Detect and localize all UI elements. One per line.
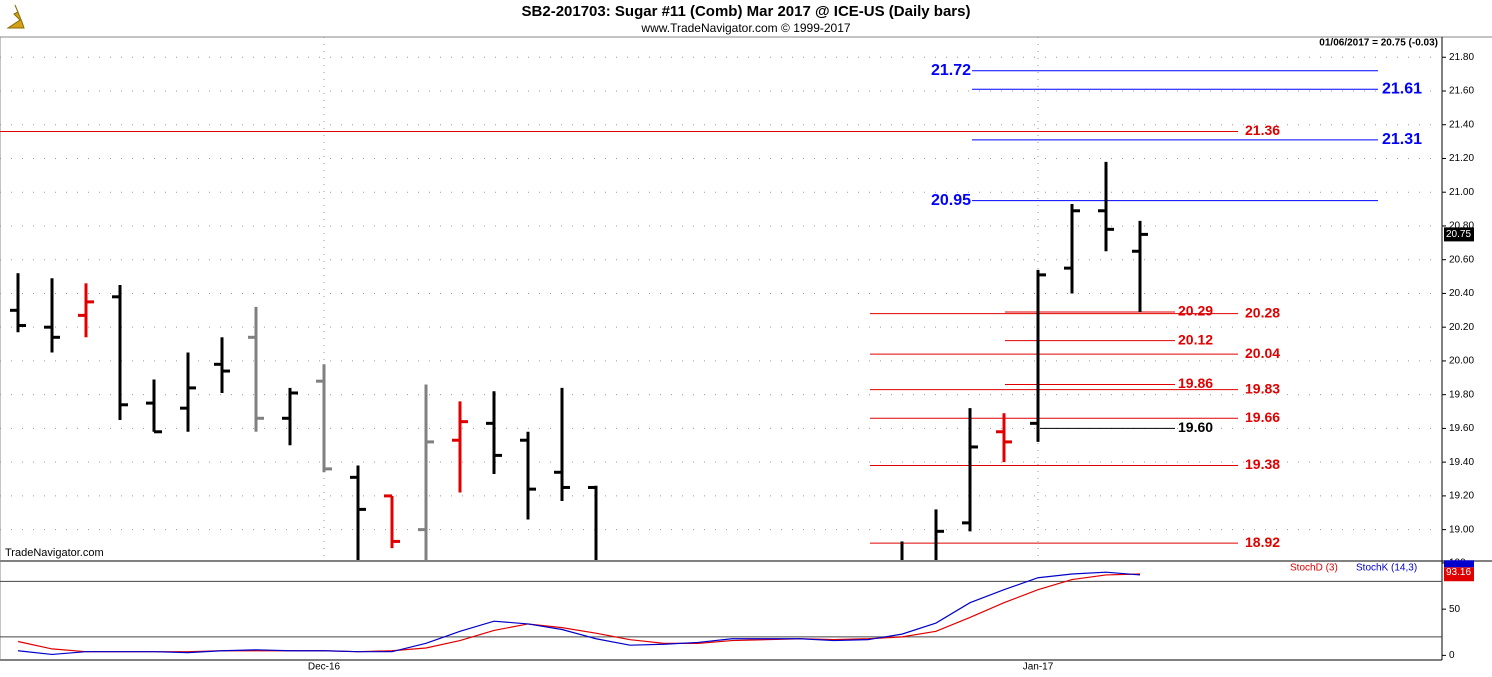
level-label: 18.92 <box>1245 534 1280 550</box>
stoch-line <box>17 571 1141 656</box>
level-label: 20.12 <box>1178 331 1213 347</box>
y-tick-label: 19.40 <box>1449 457 1474 468</box>
stoch-panel <box>0 571 1442 656</box>
price-panel <box>0 37 1442 560</box>
level-label: 19.66 <box>1245 409 1280 425</box>
level-label: 21.72 <box>931 62 971 79</box>
y-tick-label: 21.60 <box>1449 86 1474 97</box>
level-label: 20.95 <box>931 192 971 209</box>
level-label: 21.31 <box>1382 131 1422 148</box>
y-tick-label: 20.00 <box>1449 356 1474 367</box>
level-label: 19.38 <box>1245 456 1280 472</box>
y-tick-label: 50 <box>1449 604 1461 615</box>
x-tick-label: Dec-16 <box>308 662 341 673</box>
y-tick-label: 21.80 <box>1449 52 1474 63</box>
last-value-box-alt <box>1444 560 1474 568</box>
y-tick-label: 19.80 <box>1449 389 1474 400</box>
y-tick-label: 21.40 <box>1449 119 1474 130</box>
last-price-box <box>1444 227 1474 242</box>
level-label: 19.83 <box>1245 380 1280 396</box>
y-tick-label: 0 <box>1449 650 1455 661</box>
y-tick-label: 21.20 <box>1449 153 1474 164</box>
y-tick-label: 19.00 <box>1449 524 1474 535</box>
level-label: 21.61 <box>1382 81 1422 98</box>
last-price-label: 20.75 <box>1446 229 1471 240</box>
level-label: 21.36 <box>1245 122 1280 138</box>
level-label: 19.86 <box>1178 375 1213 391</box>
last-value-label: 93.16 <box>1446 567 1471 578</box>
y-tick-label: 19.60 <box>1449 423 1474 434</box>
x-tick-label: Jan-17 <box>1023 662 1054 673</box>
level-label: 20.04 <box>1245 345 1280 361</box>
chart-subtitle: www.TradeNavigator.com © 1999-2017 <box>640 21 850 35</box>
legend-entry: StochD (3) <box>1290 563 1338 574</box>
y-tick-label: 19.20 <box>1449 491 1474 502</box>
watermark: TradeNavigator.com <box>5 547 104 559</box>
logo <box>4 4 26 30</box>
level-label: 20.28 <box>1245 304 1280 320</box>
y-tick-label: 20.60 <box>1449 254 1474 265</box>
legend-entry: StochK (14,3) <box>1356 563 1417 574</box>
y-tick-label: 21.00 <box>1449 187 1474 198</box>
stoch-line <box>17 573 1141 653</box>
last-value-box <box>1444 567 1474 582</box>
y-tick-label: 20.80 <box>1449 221 1474 232</box>
level-label: 19.60 <box>1178 419 1213 435</box>
level-label: 20.29 <box>1178 303 1213 319</box>
y-tick-label: 20.20 <box>1449 322 1474 333</box>
chart-title: SB2-201703: Sugar #11 (Comb) Mar 2017 @ … <box>522 3 971 20</box>
overlay: 19.00 19.20 19.40 19.60 19.80 20.00 20.20 20.40… <box>308 52 1475 673</box>
y-tick-label: 20.40 <box>1449 288 1474 299</box>
logo-shape <box>6 4 25 29</box>
header-info: 01/06/2017 = 20.75 (-0.03) <box>1319 38 1438 49</box>
